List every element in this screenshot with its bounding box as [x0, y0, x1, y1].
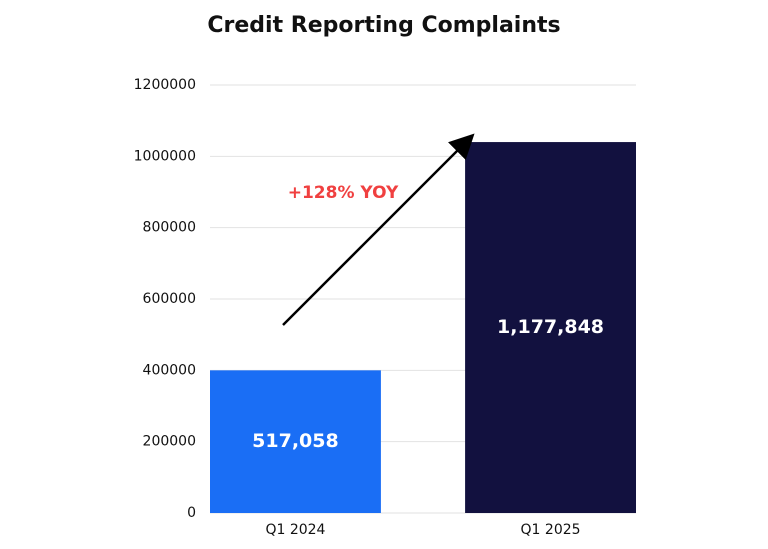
chart-title: Credit Reporting Complaints	[207, 13, 560, 38]
bar	[465, 142, 636, 514]
x-tick-label: Q1 2024	[265, 522, 325, 538]
x-tick-label: Q1 2025	[521, 522, 581, 538]
bar	[210, 370, 381, 513]
bar-text: 1,177,848	[497, 316, 604, 338]
y-tick-label: 600000	[143, 291, 196, 307]
y-tick-label: 400000	[143, 362, 196, 378]
y-tick-label: 200000	[143, 434, 196, 450]
bar-text: 517,058	[252, 430, 339, 452]
annotation: +128% YOY	[288, 183, 399, 203]
y-tick-label: 800000	[143, 220, 196, 236]
trend-arrow	[282, 133, 475, 326]
y-tick-label: 0	[187, 505, 196, 521]
y-tick-label: 1200000	[134, 77, 196, 93]
y-tick-label: 1000000	[134, 148, 196, 164]
